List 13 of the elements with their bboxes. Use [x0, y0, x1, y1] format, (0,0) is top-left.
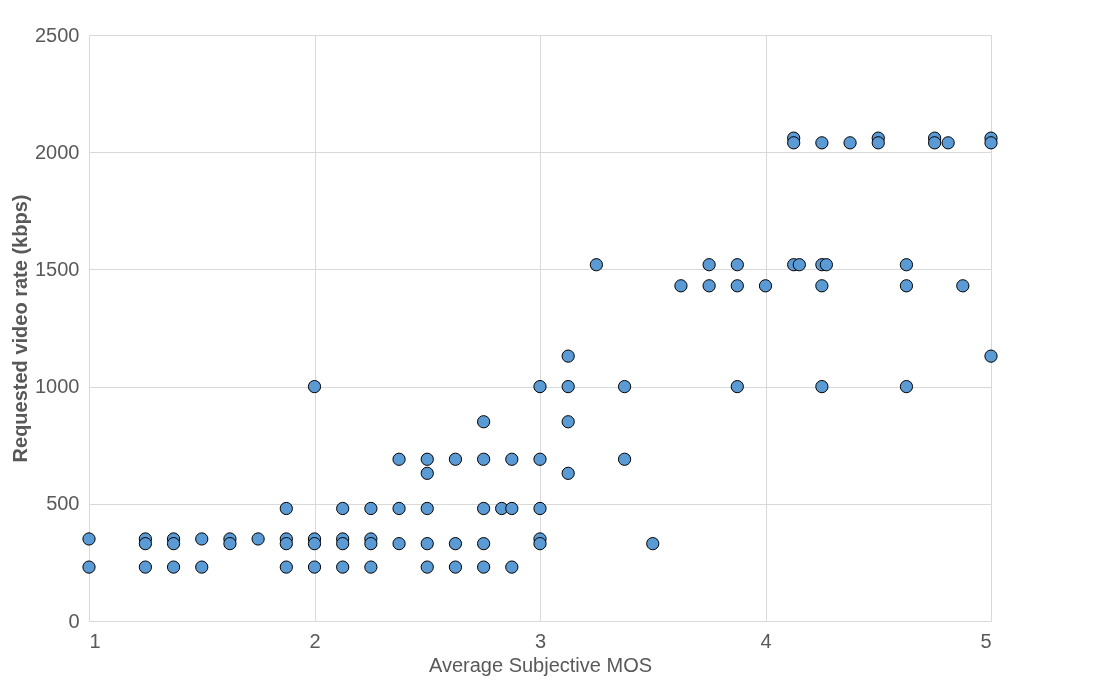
y-tick-label: 500 [46, 492, 80, 515]
y-tick-label: 0 [68, 609, 80, 632]
x-tick-label: 2 [309, 629, 321, 652]
x-axis-title: Average Subjective MOS [428, 653, 653, 676]
x-tick-label: 4 [760, 629, 772, 652]
y-tick-label: 2000 [35, 140, 80, 163]
x-tick-label: 1 [89, 629, 101, 652]
y-tick-label: 1000 [35, 375, 80, 398]
y-axis-title: Requested video rate (kbps) [9, 194, 32, 463]
y-tick-label: 1500 [35, 257, 80, 280]
x-tick-label: 5 [980, 629, 992, 652]
x-tick-label: 3 [534, 629, 547, 652]
y-tick-label: 2500 [35, 23, 80, 46]
